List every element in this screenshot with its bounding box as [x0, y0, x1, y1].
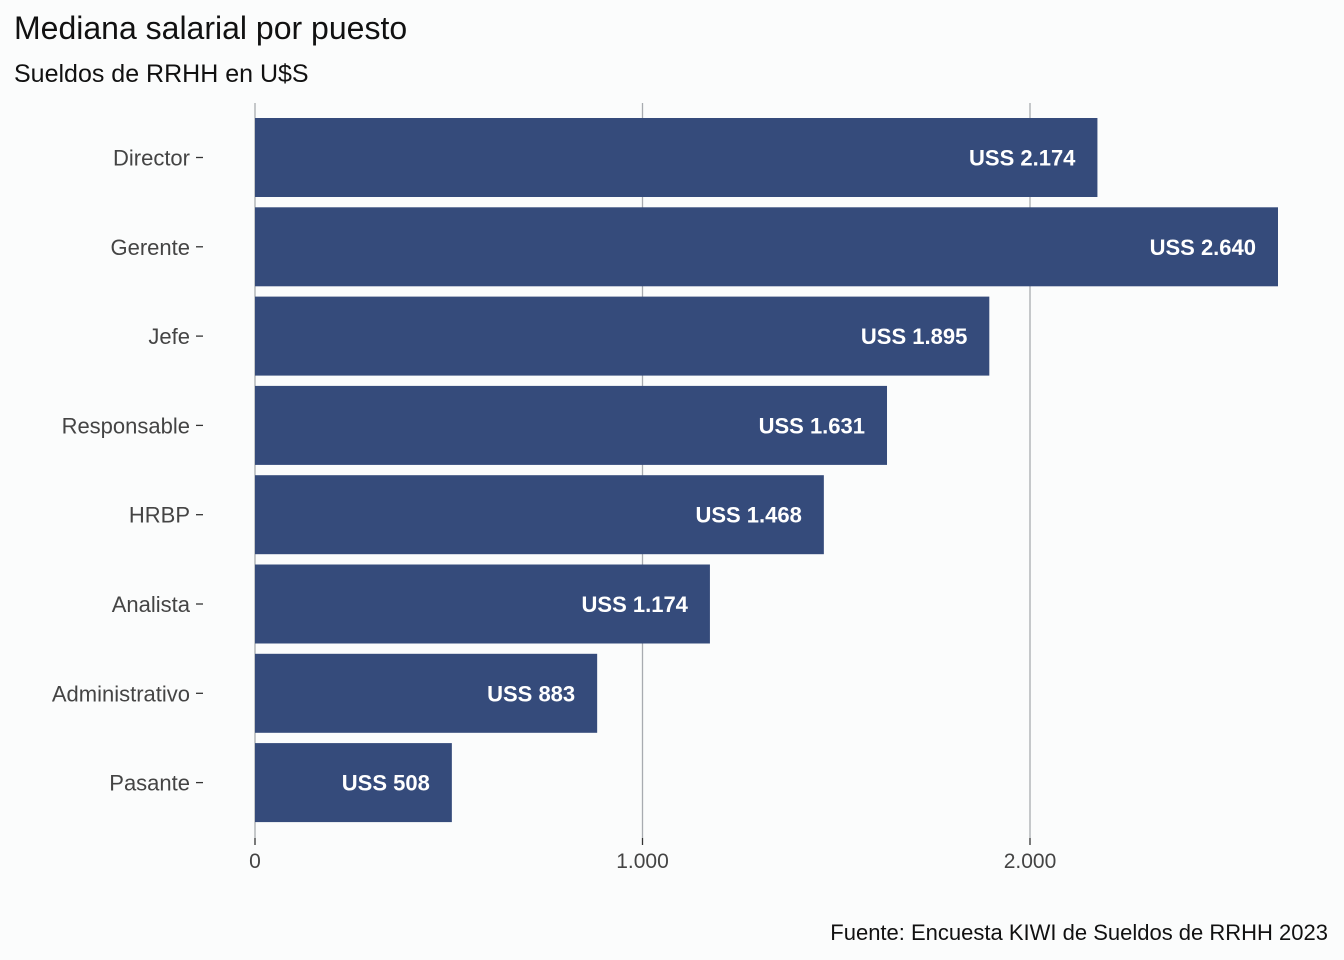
bar-layer: USS 2.174 USS 2.640 USS 1.895 USS 1.631 USS …: [255, 118, 1278, 823]
bar: [255, 653, 598, 733]
bar-value-label: USS 1.468: [695, 503, 801, 528]
bar: [255, 118, 1098, 197]
bar: [255, 296, 990, 376]
category-label: Responsable: [62, 413, 190, 438]
bar: [255, 385, 888, 465]
x-tick-label: 2.000: [1004, 850, 1057, 873]
bar-value-label: USS 1.174: [582, 592, 689, 617]
category-label: HRBP: [129, 503, 190, 528]
y-axis: Director Gerente Jefe Responsable HRBP Analis…: [52, 146, 203, 796]
category-label: Administrativo: [52, 681, 190, 706]
x-tick-label: 0: [249, 850, 261, 873]
bar-value-label: USS 2.640: [1150, 235, 1256, 260]
bar: [255, 475, 824, 555]
bar: [255, 743, 452, 823]
category-label: Pasante: [109, 771, 190, 796]
chart-title: Mediana salarial por puesto: [14, 10, 408, 46]
category-label: Gerente: [111, 235, 191, 260]
x-axis: 0 1.000 2.000: [249, 838, 1056, 873]
bar-value-label: USS 883: [487, 681, 575, 706]
bar: [255, 207, 1278, 287]
x-tick-label: 1.000: [616, 850, 669, 873]
bar-value-label: USS 508: [342, 771, 430, 796]
category-label: Analista: [112, 592, 191, 617]
category-label: Director: [113, 146, 190, 171]
category-label: Jefe: [148, 324, 190, 349]
bar-value-label: USS 2.174: [969, 146, 1076, 171]
chart-caption: Fuente: Encuesta KIWI de Sueldos de RRHH…: [830, 920, 1328, 945]
bar-value-label: USS 1.631: [759, 413, 865, 438]
bar: [255, 564, 710, 644]
bar-value-label: USS 1.895: [861, 324, 967, 349]
chart-subtitle: Sueldos de RRHH en U$S: [14, 60, 309, 88]
